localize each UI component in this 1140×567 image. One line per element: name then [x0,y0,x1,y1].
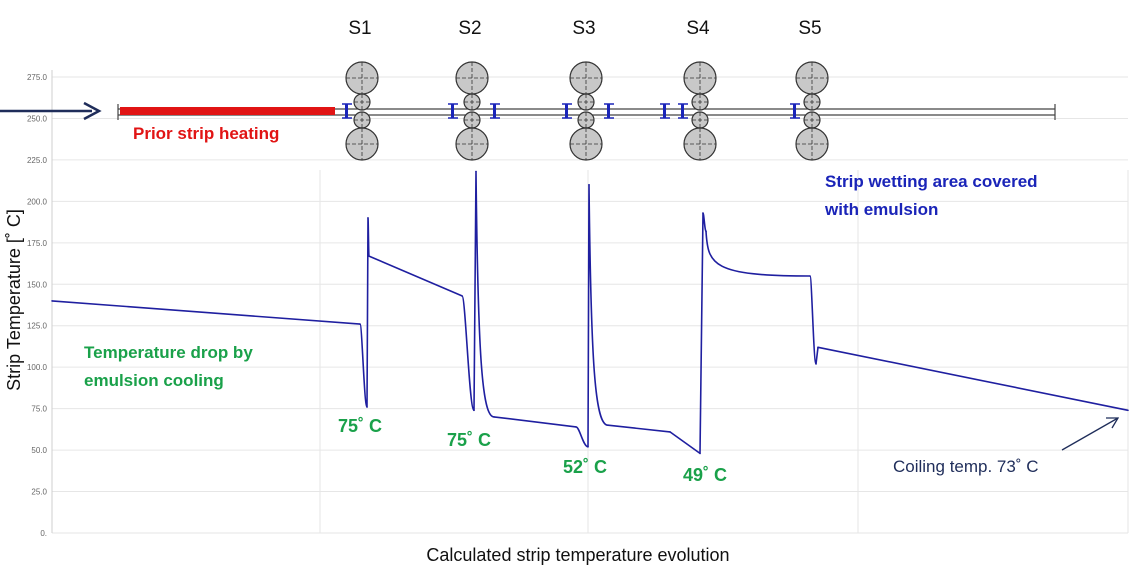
curve-point [359,323,361,325]
curve-point [475,170,477,173]
wetting-area-label-line1: Strip wetting area covered [825,172,1038,191]
curve-point [366,406,368,408]
curve-point [699,452,701,455]
y-tick-label: 150.0 [27,280,48,289]
curve-point [669,431,671,433]
spray-nozzle [451,104,454,118]
curve-point [367,217,369,219]
temperature-drop-label-line1: Temperature drop by [84,343,253,362]
spray-nozzle [493,104,496,118]
spray-nozzle [663,104,666,118]
stand-label: S5 [798,18,821,39]
stand-1 [345,61,379,161]
temperature-curve [51,170,1129,455]
y-tick-label: 0. [40,529,47,538]
spray-nozzle [607,104,610,118]
min-temp-label-s1: 75˚ C [338,416,382,436]
curve-data-points [51,170,1129,455]
y-tick-label: 125.0 [27,322,48,331]
curve-point [368,255,370,257]
curve-point [575,426,577,428]
stand-label: S3 [572,18,595,39]
curve-point [588,184,590,186]
y-tick-label: 175.0 [27,239,48,248]
curve-point [51,300,53,302]
stand-2 [455,61,489,161]
spray-nozzle [345,104,348,118]
y-tick-label: 200.0 [27,197,48,206]
curve-point [607,424,609,427]
stand-5 [795,61,829,161]
rolling-mill-schematic [117,61,1056,161]
stand-label: S2 [458,18,481,39]
y-axis-label: Strip Temperature [˚ C] [4,209,24,391]
prior-heating-label: Prior strip heating [133,124,279,143]
curve-point [705,230,707,232]
wetting-area-label-line2: with emulsion [824,200,938,219]
stand-labels: S1 S2 S3 S4 S5 [348,18,821,39]
spray-nozzle [793,104,796,118]
stand-3 [569,61,603,161]
entry-arrow [0,101,102,121]
stand-label: S4 [686,18,710,39]
curve-point [702,212,704,214]
curve-point [493,416,495,418]
curve-point [815,363,817,365]
spray-nozzle [681,104,684,118]
min-temp-label-s3: 52˚ C [563,457,607,477]
y-tick-labels: 0. 25.0 50.0 75.0 100.0 125.0 150.0 175.0 200.0 2… [27,73,48,538]
y-tick-label: 75.0 [31,405,47,414]
x-axis-label: Calculated strip temperature evolution [426,545,729,565]
coiling-temp-label: Coiling temp. 73˚ C [893,457,1039,476]
temperature-drop-label-line2: emulsion cooling [84,371,224,390]
stand-4 [683,61,717,161]
coiling-arrow [1061,417,1120,451]
y-tick-label: 250.0 [27,114,48,123]
y-tick-label: 100.0 [27,363,48,372]
curve-point [817,346,819,349]
emulsion-sprays [342,103,800,119]
spray-nozzle [565,104,568,118]
curve-point [473,409,475,412]
prior-heating-bar [120,107,335,115]
y-tick-label: 25.0 [31,488,47,497]
curve-point [1127,409,1129,412]
y-tick-label: 225.0 [27,156,48,165]
y-tick-label: 275.0 [27,73,48,82]
min-temp-label-s2: 75˚ C [447,430,491,450]
curve-point [461,295,463,297]
curve-point [809,275,811,277]
curve-point [587,446,589,448]
y-tick-label: 50.0 [31,446,47,455]
stand-label: S1 [348,18,371,39]
min-temp-label-s4: 49˚ C [683,465,727,485]
